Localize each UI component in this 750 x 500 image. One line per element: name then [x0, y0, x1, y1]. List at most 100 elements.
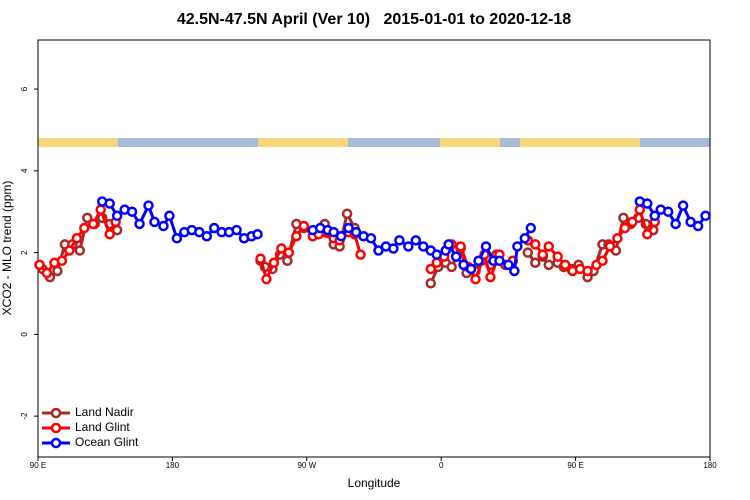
data-point: [403, 241, 414, 252]
x-tick-label: 180: [166, 461, 180, 470]
data-point: [171, 233, 183, 244]
data-point: [634, 204, 646, 215]
legend-label: Land Glint: [75, 420, 130, 434]
data-point: [619, 222, 631, 234]
legend-label: Ocean Glint: [75, 435, 139, 449]
data-point: [71, 233, 83, 244]
data-point: [418, 241, 429, 252]
data-point: [104, 198, 115, 209]
data-point: [335, 230, 347, 242]
data-point: [194, 226, 205, 238]
x-tick-label: 90 W: [297, 461, 316, 470]
data-point: [365, 233, 377, 244]
data-point: [291, 230, 302, 242]
data-point: [268, 257, 280, 269]
data-point: [530, 257, 541, 269]
data-point: [559, 259, 571, 271]
data-point: [530, 239, 541, 250]
data-point: [425, 278, 436, 289]
data-point: [104, 228, 115, 240]
data-point: [537, 249, 548, 260]
data-point: [627, 216, 638, 228]
data-point: [512, 241, 523, 252]
data-point: [88, 218, 99, 230]
legend-marker: [50, 437, 62, 449]
data-point: [685, 216, 696, 228]
data-point: [355, 249, 366, 260]
data-point: [473, 255, 484, 267]
data-point: [509, 265, 520, 277]
data-point: [388, 243, 399, 254]
x-axis-title: Longitude: [348, 476, 401, 490]
data-point: [82, 212, 93, 224]
x-tick-label: 90 E: [30, 461, 46, 470]
data-point: [134, 218, 145, 230]
legend-label: Land Nadir: [75, 405, 134, 419]
data-point: [64, 245, 75, 256]
data-point: [470, 273, 481, 285]
data-point: [525, 222, 537, 234]
data-point: [642, 198, 653, 209]
data-point: [458, 259, 469, 271]
series-group: [37, 208, 659, 289]
data-point: [410, 235, 422, 246]
data-point: [261, 273, 272, 285]
legend-marker: [50, 407, 62, 419]
data-point: [503, 259, 514, 271]
data-point: [552, 251, 563, 262]
data-point: [52, 265, 63, 277]
data-point: [126, 206, 138, 217]
y-tick-label: -2: [20, 412, 29, 420]
data-point: [618, 212, 629, 224]
data-point: [494, 255, 505, 267]
data-point: [252, 228, 263, 240]
y-tick-label: 4: [20, 168, 29, 173]
data-point: [642, 228, 653, 240]
data-point: [455, 241, 466, 252]
y-tick-label: 6: [20, 86, 29, 91]
data-point: [341, 208, 353, 219]
data-point: [582, 265, 593, 277]
data-point: [74, 245, 86, 256]
data-point: [425, 263, 436, 275]
data-point: [34, 259, 45, 271]
x-tick-label: 180: [703, 461, 717, 470]
data-point: [604, 241, 616, 252]
data-point: [465, 263, 477, 275]
data-point: [443, 239, 454, 250]
data-point: [282, 255, 293, 267]
data-point: [231, 224, 242, 236]
data-point: [208, 222, 220, 234]
data-point: [350, 226, 362, 238]
chart-title: 42.5N-47.5N April (Ver 10) 2015-01-01 to…: [177, 11, 571, 28]
data-point: [543, 241, 554, 252]
data-point: [522, 247, 534, 258]
data-point: [276, 243, 287, 254]
data-point: [283, 247, 295, 258]
land-sea-strip: [38, 138, 710, 147]
data-point: [612, 233, 623, 244]
data-point: [79, 222, 90, 234]
data-point: [700, 210, 711, 222]
data-point: [343, 222, 354, 234]
data-point: [328, 226, 339, 238]
data-point: [201, 230, 212, 242]
data-point: [431, 257, 442, 269]
data-point: [431, 249, 442, 260]
data-point: [485, 271, 496, 283]
data-point: [543, 259, 554, 271]
data-point: [480, 241, 492, 252]
data-point: [298, 220, 310, 232]
plot-frame: [37, 39, 711, 458]
legend-marker: [50, 422, 62, 434]
y-axis-title: XCO2 - MLO trend (ppm): [0, 181, 14, 316]
data-point: [95, 204, 106, 215]
data-point: [692, 220, 704, 232]
data-point: [111, 210, 123, 222]
data-point: [373, 245, 384, 256]
data-point: [597, 255, 608, 267]
data-point: [143, 200, 154, 211]
data-point: [446, 261, 457, 273]
series-group: [96, 196, 711, 277]
y-tick-label: 0: [20, 332, 29, 337]
